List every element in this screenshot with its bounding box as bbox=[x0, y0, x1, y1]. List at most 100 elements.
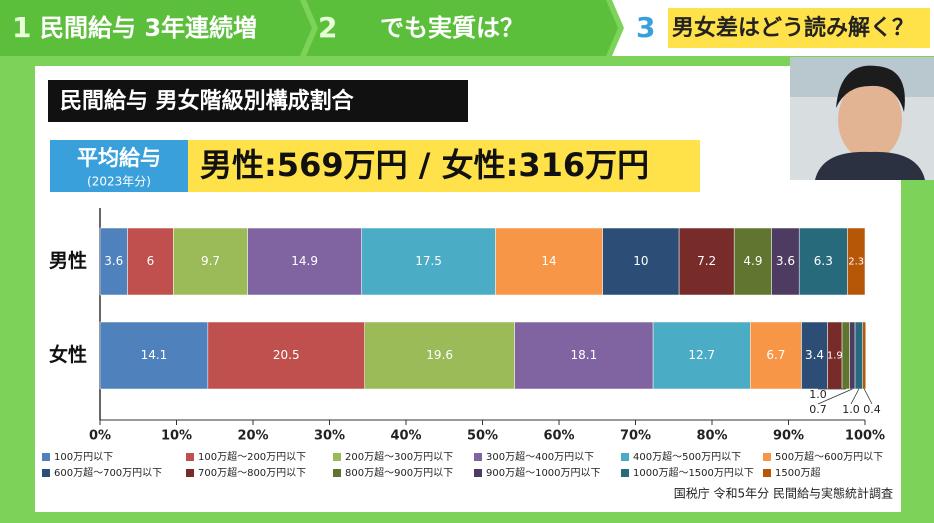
data-label: 12.7 bbox=[688, 348, 715, 362]
x-tick-label: 10% bbox=[161, 429, 192, 444]
data-label: 9.7 bbox=[201, 254, 220, 268]
tab bbox=[0, 0, 312, 56]
tab-label: 男女差はどう読み解く？ bbox=[672, 15, 914, 41]
x-tick-label: 100% bbox=[845, 429, 885, 444]
tab-number: 2 bbox=[318, 11, 337, 44]
data-label: 3.4 bbox=[805, 348, 824, 362]
chart-title: 民間給与 男女階級別構成割合 bbox=[60, 88, 355, 114]
bar-segment bbox=[127, 227, 174, 296]
tab-label: 民間給与 3年連続増 bbox=[40, 14, 257, 42]
data-label: 3.6 bbox=[776, 254, 795, 268]
data-label: 14.1 bbox=[141, 348, 168, 362]
legend-swatch bbox=[42, 469, 50, 477]
x-tick-label: 20% bbox=[237, 429, 268, 444]
data-label: 2.3 bbox=[848, 257, 864, 268]
bar-segment bbox=[361, 227, 496, 296]
data-label: 0.7 bbox=[809, 403, 827, 416]
legend-swatch bbox=[763, 453, 771, 461]
average-value: 男性:569万円 / 女性:316万円 bbox=[200, 146, 649, 184]
tab-number: 1 bbox=[12, 11, 31, 44]
legend-label: 900万超～1000万円以下 bbox=[486, 466, 601, 479]
data-label: 0.4 bbox=[863, 403, 881, 416]
bar-segment bbox=[495, 227, 603, 296]
data-label: 6.7 bbox=[766, 348, 785, 362]
title-box bbox=[48, 80, 468, 122]
data-label: 1.0 bbox=[842, 403, 860, 416]
legend-label: 600万超～700万円以下 bbox=[54, 466, 162, 479]
average-note: (2023年分) bbox=[87, 175, 151, 189]
legend-label: 1000万超～1500万円以下 bbox=[633, 466, 754, 479]
x-tick-label: 0% bbox=[89, 429, 111, 444]
leader-line bbox=[850, 388, 860, 405]
tab bbox=[306, 0, 618, 56]
legend-label: 800万超～900万円以下 bbox=[345, 466, 453, 479]
bar-segment bbox=[364, 321, 515, 390]
legend-swatch bbox=[763, 469, 771, 477]
data-label: 20.5 bbox=[273, 348, 300, 362]
bar-segment bbox=[99, 227, 128, 296]
data-label: 1.9 bbox=[827, 351, 843, 362]
data-label: 4.9 bbox=[743, 254, 762, 268]
legend-swatch bbox=[621, 469, 629, 477]
legend-label: 100万円以下 bbox=[54, 452, 113, 463]
x-tick-label: 50% bbox=[467, 429, 498, 444]
legend-swatch bbox=[186, 469, 194, 477]
x-tick-label: 70% bbox=[620, 429, 651, 444]
bar-segment bbox=[514, 321, 654, 390]
tab-number: 3 bbox=[636, 11, 655, 44]
category-label: 男性 bbox=[49, 249, 87, 272]
data-label: 1.0 bbox=[809, 388, 827, 401]
legend-label: 1500万超 bbox=[775, 466, 820, 479]
legend-label: 400万超～500万円以下 bbox=[633, 450, 741, 463]
category-label: 女性 bbox=[49, 343, 87, 366]
legend-swatch bbox=[474, 469, 482, 477]
bar-segment bbox=[602, 227, 680, 296]
bar-segment bbox=[771, 227, 800, 296]
bar-segment bbox=[207, 321, 365, 390]
average-label: 平均給与 bbox=[77, 146, 161, 170]
legend-swatch bbox=[42, 453, 50, 461]
legend-label: 700万超～800万円以下 bbox=[198, 466, 306, 479]
legend-swatch bbox=[186, 453, 194, 461]
data-label: 17.5 bbox=[415, 254, 442, 268]
tab-highlight bbox=[668, 8, 930, 48]
legend-label: 100万超～200万円以下 bbox=[198, 450, 306, 463]
bar-segment bbox=[854, 321, 863, 390]
tab-label: でも実質は？ bbox=[380, 14, 524, 42]
data-label: 18.1 bbox=[571, 348, 598, 362]
bar-segment bbox=[733, 227, 772, 296]
leader-line bbox=[817, 388, 853, 405]
x-tick-label: 30% bbox=[314, 429, 345, 444]
bar-segment bbox=[849, 321, 856, 390]
x-tick-label: 90% bbox=[773, 429, 804, 444]
data-label: 14 bbox=[541, 254, 556, 268]
legend-label: 500万超～600万円以下 bbox=[775, 450, 883, 463]
data-label: 7.2 bbox=[697, 254, 716, 268]
bar-segment bbox=[847, 227, 866, 296]
data-label: 10 bbox=[633, 254, 648, 268]
legend-label: 300万超～400万円以下 bbox=[486, 450, 594, 463]
data-label: 14.9 bbox=[291, 254, 318, 268]
leader-line bbox=[863, 388, 873, 405]
bar-segment bbox=[173, 227, 248, 296]
bar-segment bbox=[798, 227, 848, 296]
legend-swatch bbox=[333, 469, 341, 477]
presenter-photo bbox=[790, 57, 934, 180]
legend-swatch bbox=[474, 453, 482, 461]
legend-swatch bbox=[621, 453, 629, 461]
source: 国税庁 令和5年分 民間給与実態統計調査 bbox=[674, 486, 893, 501]
bar-segment bbox=[841, 321, 850, 390]
bar-segment bbox=[678, 227, 735, 296]
legend-label: 200万超～300万円以下 bbox=[345, 450, 453, 463]
bar-segment bbox=[862, 321, 867, 390]
data-label: 19.6 bbox=[426, 348, 453, 362]
data-label: 6.3 bbox=[814, 254, 833, 268]
bar-segment bbox=[99, 321, 209, 390]
bar-segment bbox=[801, 321, 828, 390]
legend-swatch bbox=[333, 453, 341, 461]
data-label: 6 bbox=[147, 254, 155, 268]
x-tick-label: 60% bbox=[543, 429, 574, 444]
x-tick-label: 40% bbox=[390, 429, 421, 444]
